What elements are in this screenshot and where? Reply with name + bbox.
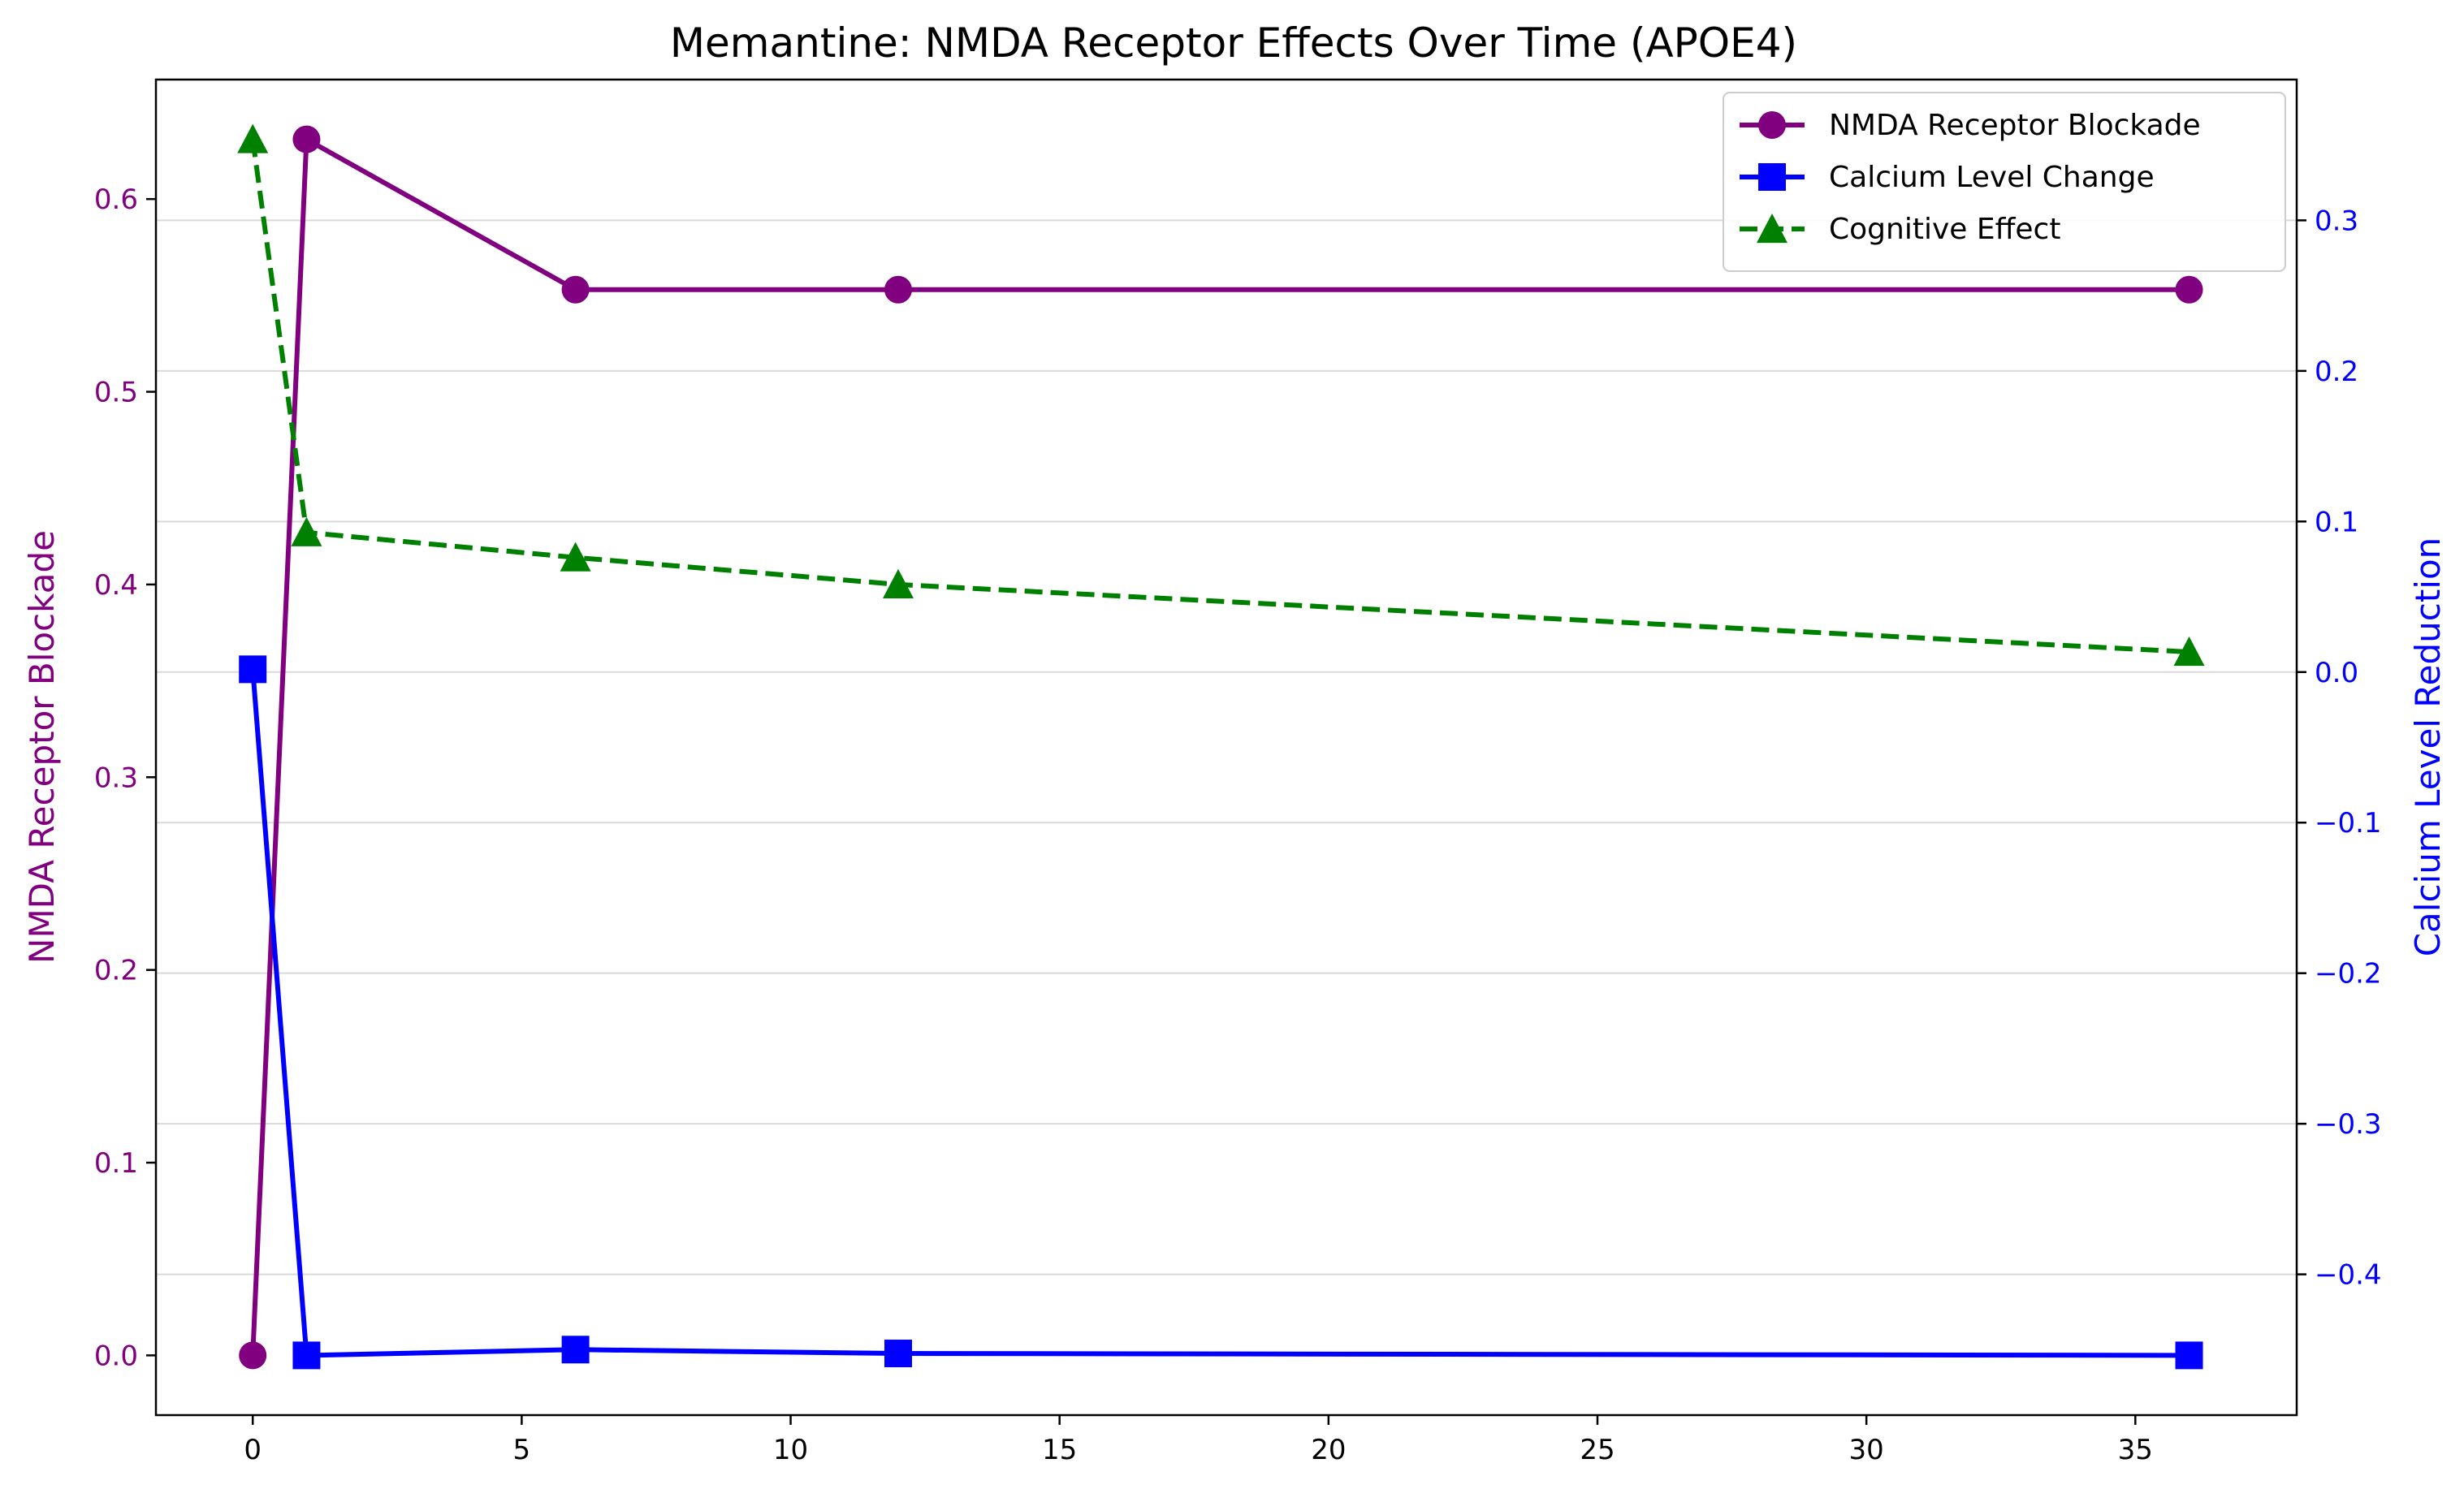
series-circle (239, 125, 2203, 1370)
legend-label: Calcium Level Change (1829, 161, 2155, 194)
y-tick-label-left: 0.1 (94, 1147, 138, 1180)
data-point (884, 1340, 912, 1368)
y-tick-label-right: 0.1 (2315, 506, 2358, 538)
data-point (882, 568, 914, 599)
data-point (560, 542, 591, 572)
plot-frame (154, 78, 2298, 1417)
data-point (2175, 1341, 2203, 1370)
x-tick-label: 10 (773, 1434, 808, 1466)
y-tick-label-left: 0.2 (94, 955, 138, 987)
gridlines (156, 219, 2297, 1275)
data-point (237, 123, 269, 153)
x-tick-label: 20 (1311, 1434, 1346, 1466)
legend-box (1723, 92, 2286, 272)
series-square (239, 655, 2203, 1370)
axes: 0 5 10 15 20 25 30 35 0.0 0.1 0.2 0.3 0.4 0.5 0.6 −0.4 −… (94, 183, 2382, 1466)
y-axis-label-left: NMDA Receptor Blockade (22, 530, 62, 964)
data-point (561, 1336, 590, 1364)
data-point (239, 1341, 267, 1370)
y-tick-label-right: 0.2 (2315, 356, 2358, 388)
legend-entry: NMDA Receptor Blockade (1740, 109, 2201, 142)
x-tick-label: 30 (1849, 1434, 1884, 1466)
legend-entry: Calcium Level Change (1740, 161, 2155, 194)
data-point (884, 275, 912, 304)
data-point (2175, 275, 2203, 304)
y-tick-label-right: −0.3 (2315, 1108, 2382, 1141)
data-point (561, 275, 590, 304)
y-tick-label-right: 0.3 (2315, 205, 2358, 237)
y-tick-label-left: 0.6 (94, 183, 138, 216)
legend-marker (1758, 111, 1786, 139)
legend: NMDA Receptor Blockade Calcium Level Chan… (1723, 92, 2286, 272)
x-tick-label: 0 (244, 1434, 262, 1466)
y-tick-label-left: 0.3 (94, 762, 138, 794)
y-tick-label-left: 0.0 (94, 1340, 138, 1372)
y-tick-label-left: 0.5 (94, 377, 138, 409)
data-point (2173, 637, 2205, 667)
x-tick-label: 25 (1580, 1434, 1615, 1466)
legend-label: Cognitive Effect (1829, 213, 2060, 246)
x-tick-label: 5 (513, 1434, 531, 1466)
chart-title: Memantine: NMDA Receptor Effects Over Ti… (670, 19, 1797, 67)
y-tick-label-right: −0.2 (2315, 958, 2382, 991)
x-tick-label: 15 (1042, 1434, 1077, 1466)
data-point (292, 125, 321, 153)
series-triangle (237, 123, 2205, 667)
legend-entry: Cognitive Effect (1740, 213, 2060, 246)
y-tick-label-left: 0.4 (94, 569, 138, 602)
plot-series (237, 123, 2205, 1370)
legend-marker (1757, 214, 1787, 244)
data-point (239, 655, 267, 684)
data-point (292, 1341, 321, 1370)
legend-label: NMDA Receptor Blockade (1829, 109, 2201, 142)
data-point (291, 516, 322, 546)
y-axis-label-right: Calcium Level Reduction (2408, 537, 2448, 957)
y-tick-label-right: −0.1 (2315, 807, 2382, 839)
y-tick-label-right: 0.0 (2315, 657, 2358, 689)
legend-marker (1758, 163, 1786, 191)
y-tick-label-right: −0.4 (2315, 1259, 2382, 1292)
x-tick-label: 35 (2118, 1434, 2153, 1466)
